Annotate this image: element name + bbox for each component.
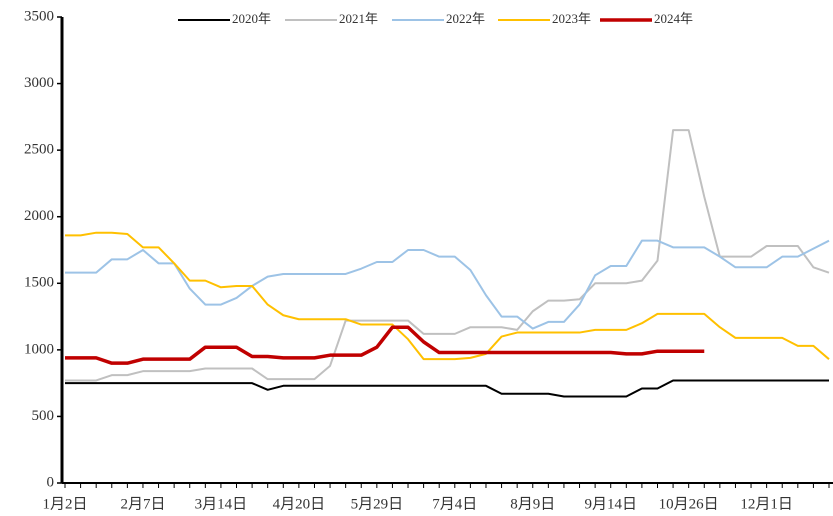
y-tick-label: 500 xyxy=(32,408,55,424)
x-tick-label: 7月4日 xyxy=(432,496,477,512)
x-tick-label: 8月9日 xyxy=(510,496,555,512)
legend-label: 2024年 xyxy=(654,11,693,26)
series-line xyxy=(65,231,830,361)
y-tick-label: 2000 xyxy=(24,208,54,224)
legend-label: 2021年 xyxy=(339,11,378,26)
x-tick-label: 12月1日 xyxy=(740,496,793,512)
x-tick-label: 10月26日 xyxy=(659,496,719,512)
legend-label: 2022年 xyxy=(446,11,485,26)
y-tick-label: 2500 xyxy=(24,142,54,158)
x-tick-label: 4月20日 xyxy=(273,496,326,512)
series-line xyxy=(65,325,705,365)
x-tick-label: 9月14日 xyxy=(584,496,637,512)
series-line xyxy=(65,129,830,382)
y-tick-label: 1500 xyxy=(24,275,54,291)
y-tick-label: 1000 xyxy=(24,341,54,357)
y-tick-label: 3500 xyxy=(24,8,54,24)
y-tick-label: 3000 xyxy=(24,75,54,91)
y-tick-label: 0 xyxy=(47,474,55,490)
legend-label: 2023年 xyxy=(552,11,591,26)
x-tick-label: 5月29日 xyxy=(351,496,404,512)
series-line xyxy=(65,379,829,398)
legend-label: 2020年 xyxy=(232,11,271,26)
x-tick-label: 3月14日 xyxy=(195,496,248,512)
x-tick-label: 1月2日 xyxy=(42,496,87,512)
series-line xyxy=(65,239,830,330)
x-tick-label: 2月7日 xyxy=(120,496,165,512)
